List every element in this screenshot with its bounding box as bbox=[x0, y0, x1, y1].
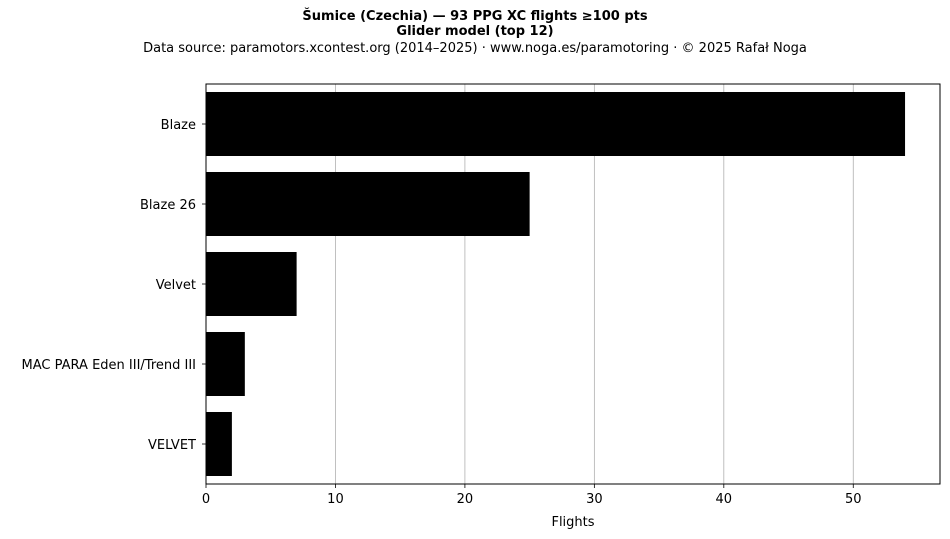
bar bbox=[206, 172, 530, 236]
y-tick-label: Velvet bbox=[156, 278, 196, 293]
x-tick-label: 40 bbox=[716, 492, 733, 507]
x-tick-label: 50 bbox=[845, 492, 862, 507]
bar-layer bbox=[206, 92, 906, 476]
y-tick-label: Blaze bbox=[161, 118, 196, 133]
x-axis-label: Flights bbox=[551, 515, 594, 530]
bar bbox=[206, 92, 906, 156]
bar bbox=[206, 252, 297, 316]
x-tick-label: 10 bbox=[327, 492, 344, 507]
bar bbox=[206, 332, 245, 396]
x-tick-label: 20 bbox=[457, 492, 474, 507]
chart-titles: Šumice (Czechia) — 93 PPG XC flights ≥10… bbox=[0, 9, 950, 58]
y-tick-label: Blaze 26 bbox=[140, 198, 196, 213]
chart-subtitle: Glider model (top 12) bbox=[396, 24, 554, 39]
x-tick-label: 30 bbox=[586, 492, 603, 507]
y-tick-label: MAC PARA Eden III/Trend III bbox=[22, 358, 196, 373]
y-tick-label: VELVET bbox=[148, 438, 196, 453]
x-tick-label: 0 bbox=[202, 492, 210, 507]
bar bbox=[206, 412, 232, 476]
tick-layer: 0 10 20 30 40 50 Blaze Blaze 26 Velvet MAC PARA E… bbox=[22, 118, 862, 507]
source-note: Data source: paramotors.xcontest.org (20… bbox=[143, 41, 807, 56]
chart-title: Šumice (Czechia) — 93 PPG XC flights ≥10… bbox=[302, 9, 648, 24]
